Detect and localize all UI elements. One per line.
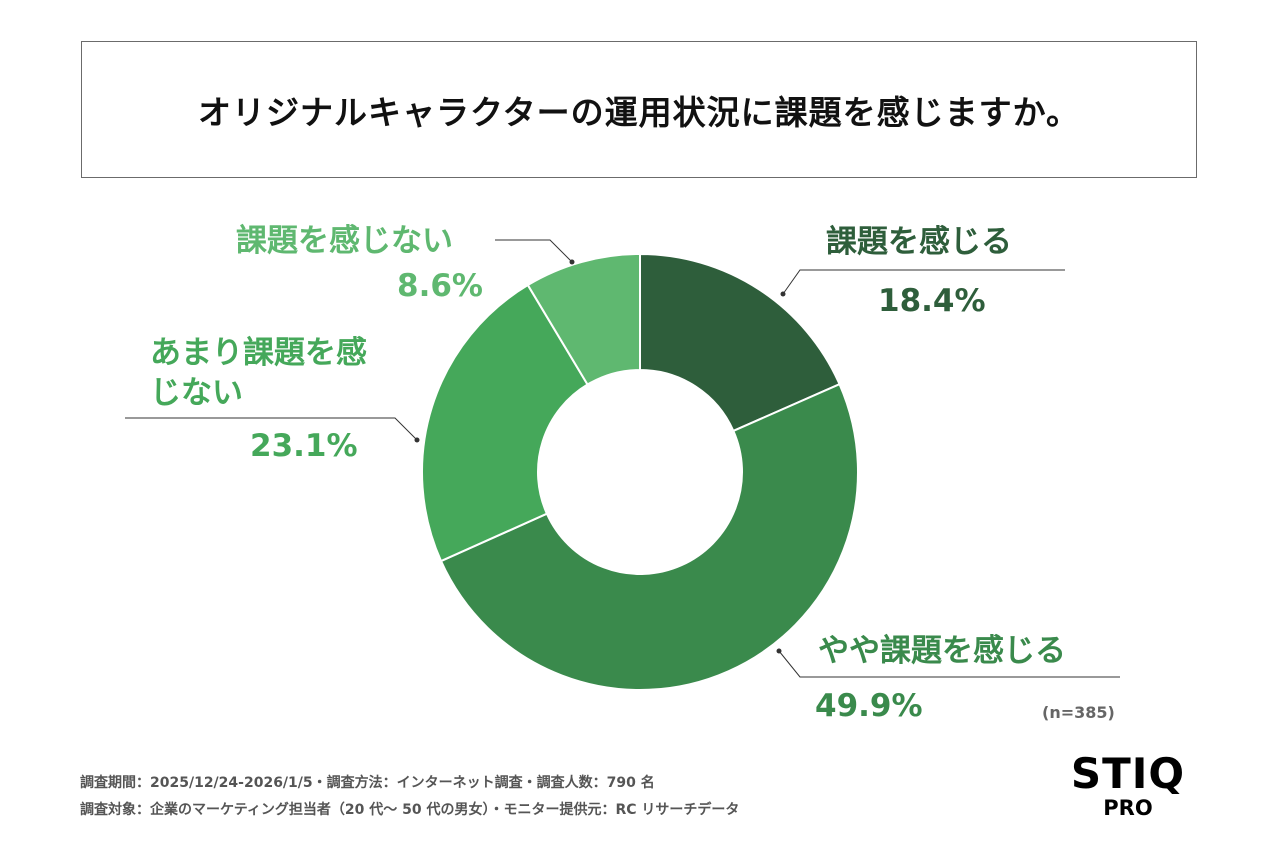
logo-main: STIQ [1070,749,1186,798]
pct-amari: 23.1% [250,428,358,464]
leader-line [778,650,1120,678]
footer-line-1: 調査期間：2025/12/24-2026/1/5・調査方法：インターネット調査・… [80,775,655,791]
leader-dot [780,291,786,297]
pct-kanjinai: 8.6% [397,268,483,304]
donut-slice [439,382,860,692]
chart-title: オリジナルキャラクターの運用状況に課題を感じますか。 [197,92,1081,132]
donut-slice [526,252,641,386]
leader-dot [776,648,782,654]
title-box: オリジナルキャラクターの運用状況に課題を感じますか。 [81,41,1197,178]
leader-line [495,239,573,263]
logo: STIQ PRO [1058,749,1198,821]
label-kadai-kanjiru: 課題を感じる [826,224,1012,260]
label-yaya: やや課題を感じる [818,633,1066,669]
footer-line-2: 調査対象：企業のマーケティング担当者（20 代〜 50 代の男女）・モニター提供… [80,802,740,818]
label-kanjinai: 課題を感じない [236,223,453,259]
leader-dot [569,259,575,265]
label-amari: あまり課題を感じない [150,335,367,411]
leader-line [125,417,418,441]
donut-slice [421,283,589,563]
logo-sub: PRO [1103,796,1153,820]
leader-line [782,269,1065,295]
pct-yaya: 49.9% [815,688,923,724]
donut-slice [639,252,841,433]
pct-kadai-kanjiru: 18.4% [878,283,986,319]
sample-size: (n=385) [1042,703,1115,722]
leader-dot [414,437,420,443]
